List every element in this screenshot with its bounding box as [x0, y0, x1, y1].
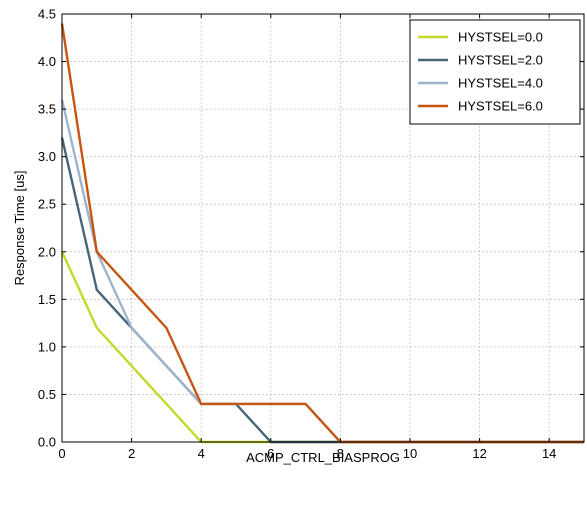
- x-tick-label: 14: [542, 446, 556, 461]
- legend-entry: HYSTSEL=6.0: [458, 99, 543, 114]
- y-tick-label: 2.5: [38, 197, 56, 212]
- y-tick-label: 0.0: [38, 435, 56, 450]
- x-tick-label: 4: [198, 446, 205, 461]
- x-tick-label: 6: [267, 446, 274, 461]
- legend: HYSTSEL=0.0 HYSTSEL=2.0 HYSTSEL=4.0 HYSTSEL…: [409, 19, 581, 125]
- y-tick-label: 4.0: [38, 54, 56, 69]
- legend-entry: HYSTSEL=4.0: [458, 76, 543, 91]
- x-tick-label: 0: [58, 446, 65, 461]
- y-axis-label: Response Time [us]: [12, 171, 27, 286]
- x-tick-label: 8: [337, 446, 344, 461]
- plot-frame: [61, 13, 585, 443]
- legend-entry: HYSTSEL=0.0: [458, 30, 543, 45]
- y-tick-label: 2.0: [38, 244, 56, 259]
- x-axis-ticks: 0 2 4 6 8 10 12 14: [58, 14, 556, 461]
- y-tick-label: 3.5: [38, 102, 56, 117]
- legend-entry: HYSTSEL=2.0: [458, 53, 543, 68]
- y-tick-label: 4.5: [38, 7, 56, 22]
- grid-lines: [62, 14, 584, 442]
- x-axis-label: ACMP_CTRL_BIASPROG: [246, 450, 400, 465]
- y-tick-label: 1.0: [38, 339, 56, 354]
- y-axis-ticks: 0.0 0.5 1.0 1.5 2.0 2.5 3.0 3.5 4.0 4.5: [38, 7, 584, 450]
- y-tick-label: 1.5: [38, 292, 56, 307]
- x-tick-label: 10: [403, 446, 417, 461]
- x-tick-label: 12: [472, 446, 486, 461]
- y-tick-label: 0.5: [38, 387, 56, 402]
- y-tick-label: 3.0: [38, 149, 56, 164]
- x-tick-label: 2: [128, 446, 135, 461]
